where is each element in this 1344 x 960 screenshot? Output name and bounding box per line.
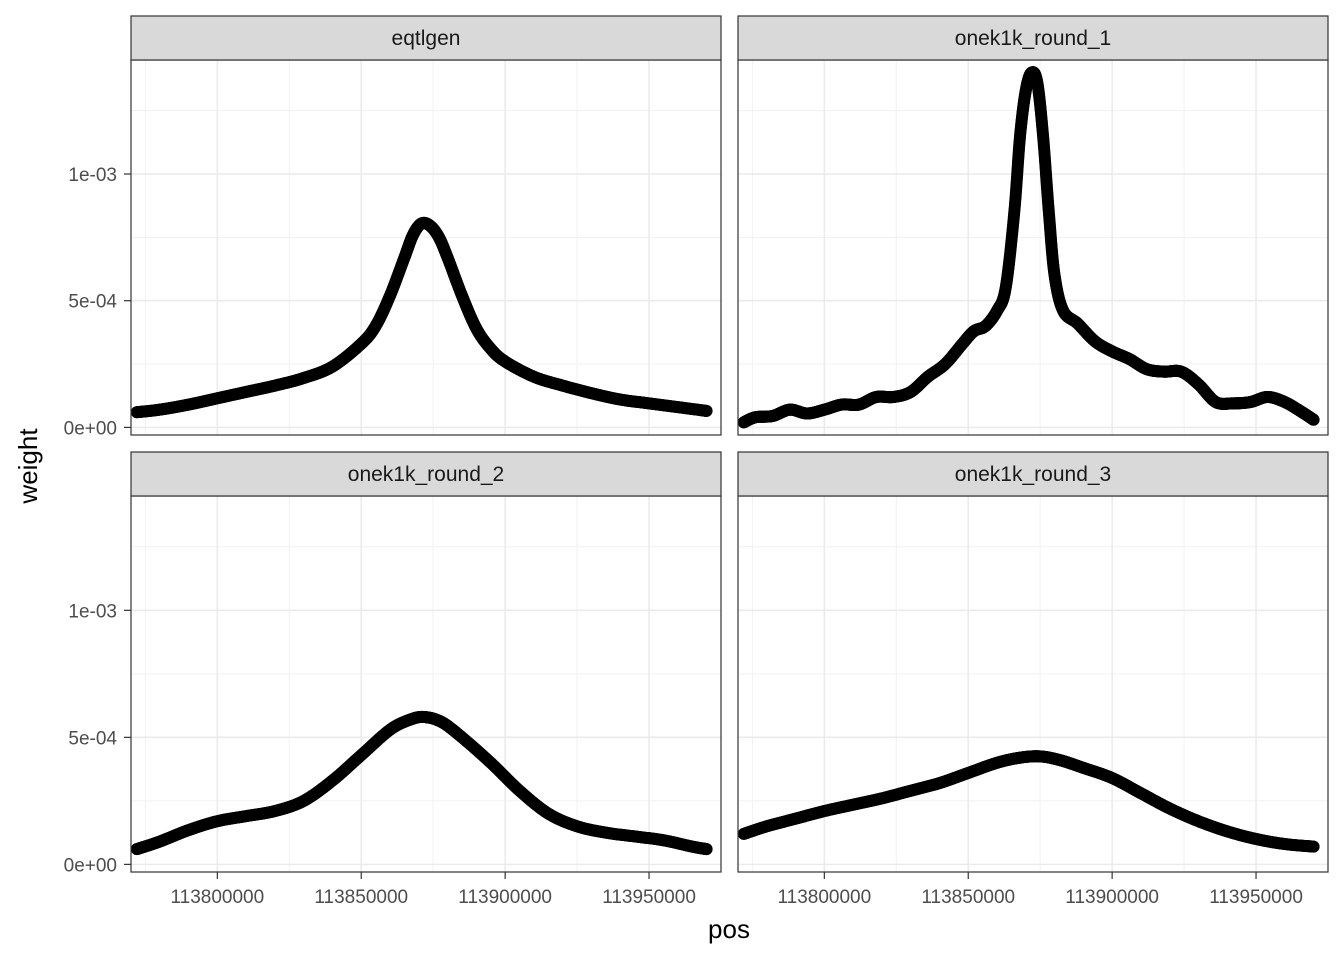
x-tick-label: 113850000 xyxy=(314,887,408,908)
facet-panel-onek1k_round_2: onek1k_round_2 xyxy=(130,451,722,873)
panel-background xyxy=(738,60,1328,435)
facet-strip-label: onek1k_round_2 xyxy=(348,463,504,486)
y-tick-label: 5e-04 xyxy=(68,728,117,749)
x-tick-label: 113900000 xyxy=(1065,887,1159,908)
facet-strip xyxy=(130,15,722,61)
data-point xyxy=(700,404,713,417)
axes-layer: 0e+00 5e-04 1e-03 0e+00 5e-04 1e-03 113800000 1… xyxy=(64,165,1303,908)
panel-background xyxy=(131,60,721,435)
data-points xyxy=(130,216,713,419)
y-tick-label: 0e+00 xyxy=(64,418,117,439)
data-points xyxy=(737,750,1320,853)
x-tick-label: 113950000 xyxy=(602,887,696,908)
facet-panel-eqtlgen: eqtlgen xyxy=(130,15,722,436)
facet-panel-onek1k_round_3: onek1k_round_3 xyxy=(737,451,1329,873)
x-tick-label: 113800000 xyxy=(170,887,264,908)
data-point xyxy=(1307,840,1320,853)
panel-background xyxy=(131,496,721,872)
data-point xyxy=(700,843,713,856)
x-tick-label: 113850000 xyxy=(921,887,1015,908)
x-tick-label: 113800000 xyxy=(777,887,871,908)
facet-strip-label: onek1k_round_3 xyxy=(955,463,1111,486)
facet-strip-label: onek1k_round_1 xyxy=(955,27,1111,50)
facet-panel-onek1k_round_1: onek1k_round_1 xyxy=(737,15,1329,436)
facet-strip xyxy=(737,15,1329,61)
data-point xyxy=(1307,413,1320,426)
x-axis-title: pos xyxy=(708,914,750,944)
y-tick-label: 1e-03 xyxy=(68,165,117,186)
x-tick-label: 113900000 xyxy=(458,887,552,908)
y-tick-label: 1e-03 xyxy=(68,601,117,622)
x-tick-label: 113950000 xyxy=(1209,887,1303,908)
y-tick-label: 0e+00 xyxy=(64,855,117,876)
data-points xyxy=(130,710,713,856)
facet-strip xyxy=(737,451,1329,497)
panels-layer: eqtlgen onek1k_round_1 onek1k_round_2 onek1… xyxy=(130,15,1329,873)
facet-strip-label: eqtlgen xyxy=(392,27,461,50)
y-axis-title: weight xyxy=(13,428,43,505)
data-points xyxy=(737,66,1320,429)
facet-strip xyxy=(130,451,722,497)
y-tick-label: 5e-04 xyxy=(68,292,117,313)
